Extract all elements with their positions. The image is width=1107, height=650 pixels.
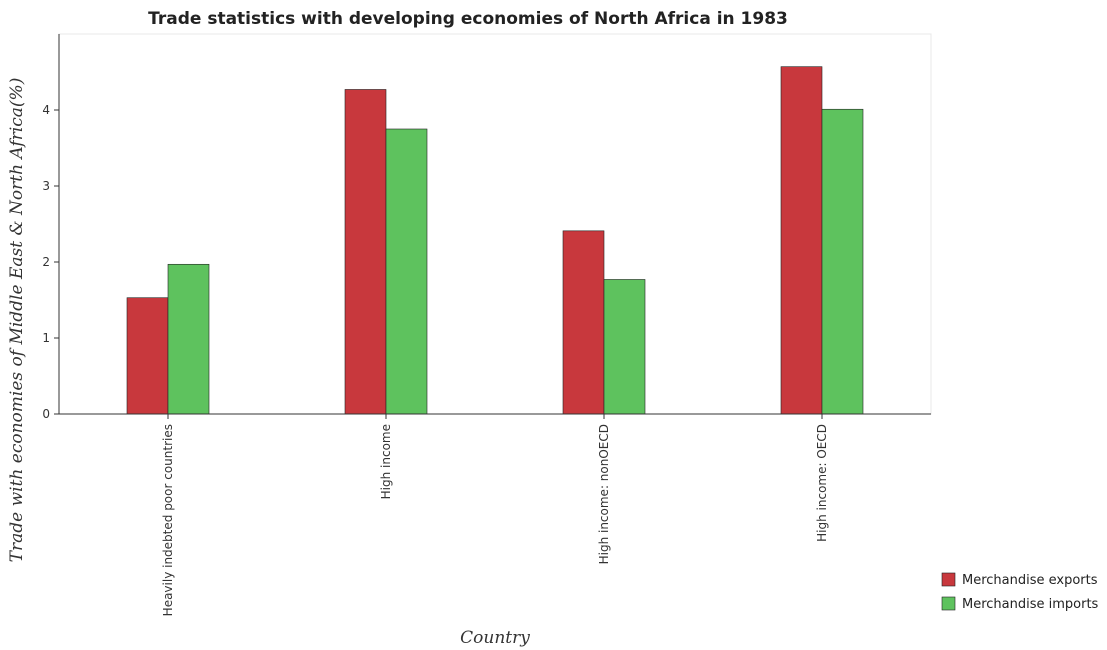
chart-title: Trade statistics with developing economi… <box>148 9 788 29</box>
y-tick-label-2: 2 <box>42 255 50 269</box>
bar-imports-3 <box>821 108 864 415</box>
bar-imports-2 <box>603 279 646 415</box>
bar-imports-0 <box>167 263 210 415</box>
legend-swatch-exports <box>941 572 956 587</box>
y-tick-label-1: 1 <box>42 331 50 345</box>
bar-exports-2 <box>562 230 605 415</box>
bar-exports-3 <box>780 66 823 415</box>
bar-exports-0 <box>126 297 169 415</box>
bar-exports-1 <box>344 89 387 415</box>
legend: Merchandise exports Merchandise imports <box>941 572 1099 612</box>
x-tick-label-3: High income: OECD <box>815 424 829 542</box>
legend-swatch-imports <box>941 596 956 611</box>
y-tick-label-3: 3 <box>42 179 50 193</box>
x-tick-label-0: Heavily indebted poor countries <box>161 424 175 616</box>
x-tick-label-1: High income <box>379 424 393 499</box>
y-tick-label-4: 4 <box>42 103 50 117</box>
y-axis-label: Trade with economies of Middle East & No… <box>7 78 27 563</box>
x-tick-label-2: High income: nonOECD <box>597 424 611 564</box>
x-axis-label: Country <box>460 628 530 648</box>
legend-label-exports: Merchandise exports <box>962 573 1098 588</box>
legend-label-imports: Merchandise imports <box>962 597 1099 612</box>
y-tick-label-0: 0 <box>42 407 50 421</box>
bar-imports-1 <box>385 128 428 415</box>
